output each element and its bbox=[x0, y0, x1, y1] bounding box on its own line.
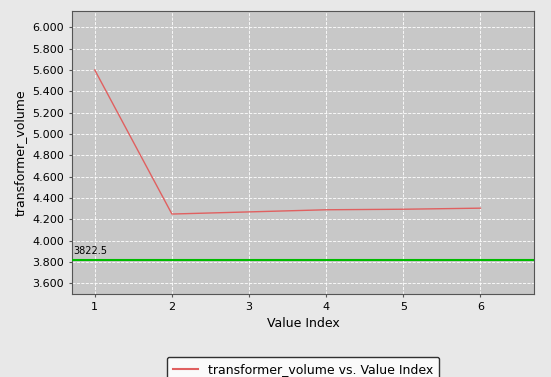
Y-axis label: transformer_volume: transformer_volume bbox=[14, 89, 26, 216]
Legend: transformer_volume vs. Value Index: transformer_volume vs. Value Index bbox=[166, 357, 440, 377]
Text: 3822.5: 3822.5 bbox=[73, 246, 107, 256]
X-axis label: Value Index: Value Index bbox=[267, 317, 339, 330]
